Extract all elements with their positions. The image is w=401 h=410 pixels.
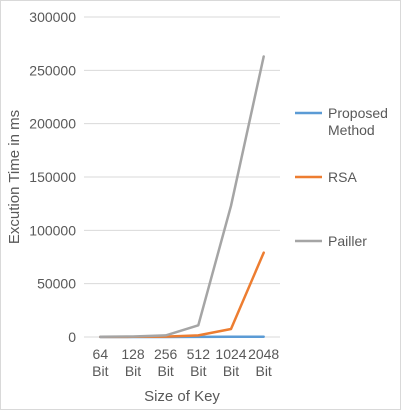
y-tick-label: 250000 bbox=[29, 62, 76, 78]
x-tick-label-line: Bit bbox=[190, 363, 206, 379]
y-tick-label: 200000 bbox=[29, 116, 76, 132]
x-tick-label-line: 2048 bbox=[248, 346, 279, 362]
legend-label-line: Pailler bbox=[328, 233, 367, 249]
x-tick-label-line: Bit bbox=[223, 363, 239, 379]
x-tick-label-line: 512 bbox=[187, 346, 211, 362]
gridlines bbox=[84, 16, 280, 338]
legend-label: Proposed Method bbox=[328, 105, 388, 138]
legend-label: Pailler bbox=[328, 233, 367, 249]
series-line-2 bbox=[99, 55, 265, 339]
y-axis-ticks: 0 50000 100000 150000 200000 250000 300000 bbox=[29, 9, 76, 345]
x-tick-label-line: 128 bbox=[121, 346, 145, 362]
x-tick-label-line: 1024 bbox=[215, 346, 246, 362]
x-tick-label-line: Bit bbox=[255, 363, 271, 379]
y-axis-label: Excution Time in ms bbox=[6, 110, 23, 244]
legend: Proposed Method RSA Pailler bbox=[295, 105, 388, 249]
x-tick-label-line: Bit bbox=[92, 363, 108, 379]
y-tick-label: 50000 bbox=[37, 276, 76, 292]
series-line-1 bbox=[99, 251, 265, 339]
x-tick-label-line: Bit bbox=[157, 363, 173, 379]
legend-label: RSA bbox=[328, 169, 357, 185]
y-tick-label: 300000 bbox=[29, 9, 76, 25]
x-tick-label-line: Bit bbox=[125, 363, 141, 379]
y-tick-label: 100000 bbox=[29, 222, 76, 238]
x-tick-label: 2048 Bit bbox=[248, 346, 279, 379]
legend-label-line: RSA bbox=[328, 169, 357, 185]
series-lines bbox=[99, 55, 265, 339]
legend-label-line: Method bbox=[328, 122, 375, 138]
x-tick-label: 128 Bit bbox=[121, 346, 145, 379]
x-tick-label: 1024 Bit bbox=[215, 346, 246, 379]
x-tick-label-line: 256 bbox=[154, 346, 178, 362]
x-tick-label: 256 Bit bbox=[154, 346, 178, 379]
legend-label-line: Proposed bbox=[328, 105, 388, 121]
x-tick-label: 512 Bit bbox=[187, 346, 211, 379]
x-tick-label-line: 64 bbox=[93, 346, 109, 362]
y-tick-label: 150000 bbox=[29, 169, 76, 185]
x-axis-label: Size of Key bbox=[144, 388, 220, 405]
y-tick-label: 0 bbox=[68, 329, 76, 345]
x-tick-label: 64 Bit bbox=[92, 346, 108, 379]
